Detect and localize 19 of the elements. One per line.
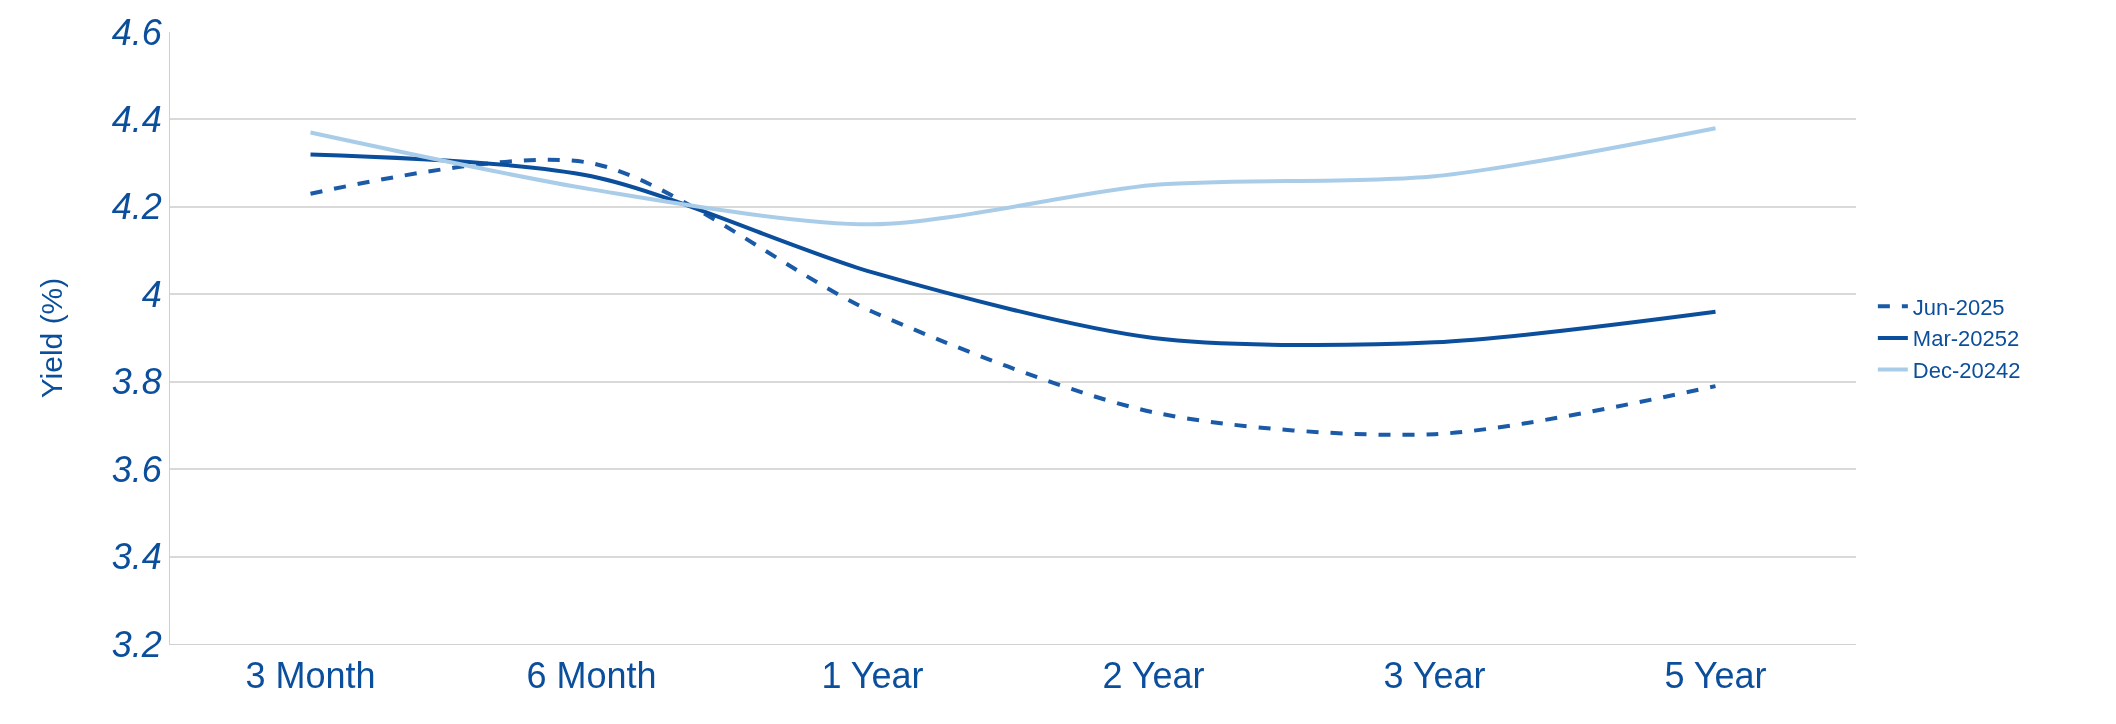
legend-label: Mar-20252 bbox=[1912, 326, 2020, 352]
y-tick-label: 4 bbox=[141, 273, 162, 315]
x-tick-label: 3 Month bbox=[245, 655, 376, 697]
y-tick-label: 3.6 bbox=[111, 448, 163, 490]
legend-label: Jun-2025 bbox=[1912, 294, 2005, 320]
legend-label: Dec-20242 bbox=[1912, 358, 2021, 384]
line-series bbox=[308, 126, 1718, 227]
y-tick-label: 4.4 bbox=[111, 99, 162, 141]
y-axis-title: Yield (%) bbox=[34, 277, 68, 399]
x-tick-label: 1 Year bbox=[821, 655, 924, 697]
y-tick-label: 3.2 bbox=[111, 623, 162, 665]
x-tick-label: 2 Year bbox=[1102, 655, 1205, 697]
y-tick-label: 3.4 bbox=[111, 536, 162, 578]
y-tick-label: 4.6 bbox=[111, 11, 163, 53]
x-tick-label: 5 Year bbox=[1664, 655, 1767, 697]
x-tick-label: 3 Year bbox=[1383, 655, 1486, 697]
y-tick-label: 3.8 bbox=[111, 361, 162, 403]
y-tick-label: 4.2 bbox=[111, 186, 162, 228]
x-tick-label: 6 Month bbox=[526, 655, 657, 697]
